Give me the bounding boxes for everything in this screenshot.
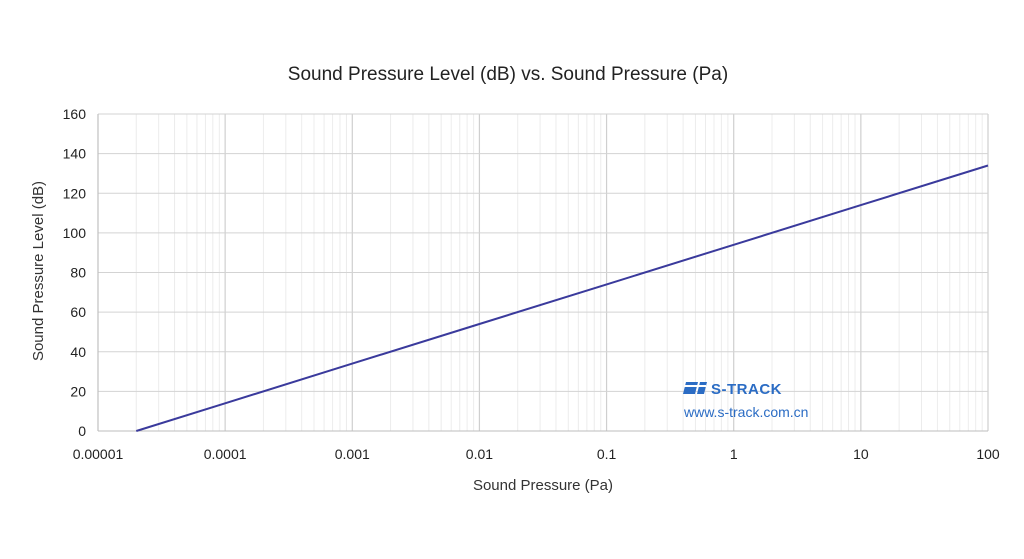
watermark-brand: S-TRACK bbox=[711, 381, 782, 398]
x-tick-label: 0.001 bbox=[335, 446, 370, 462]
x-tick-labels: 0.00001 0.0001 0.001 0.01 0.1 1 10 100 bbox=[73, 446, 1000, 462]
chart-title: Sound Pressure Level (dB) vs. Sound Pres… bbox=[288, 64, 728, 85]
y-tick-label: 120 bbox=[63, 185, 87, 201]
y-tick-label: 140 bbox=[63, 146, 87, 162]
x-tick-label: 0.01 bbox=[466, 446, 493, 462]
y-tick-label: 0 bbox=[78, 423, 86, 439]
x-tick-label: 1 bbox=[730, 446, 738, 462]
y-axis-label: Sound Pressure Level (dB) bbox=[30, 181, 47, 361]
x-tick-label: 0.1 bbox=[597, 446, 617, 462]
plot-border bbox=[97, 114, 988, 432]
series-group bbox=[136, 164, 989, 432]
x-tick-label: 100 bbox=[976, 446, 1000, 462]
x-tick-label: 10 bbox=[853, 446, 869, 462]
x-axis-label: Sound Pressure (Pa) bbox=[473, 477, 613, 494]
series-line bbox=[136, 164, 989, 432]
grid bbox=[97, 113, 989, 432]
y-tick-label: 80 bbox=[70, 265, 86, 281]
y-tick-labels: 0 20 40 60 80 100 120 140 160 bbox=[63, 106, 87, 439]
x-tick-label: 0.0001 bbox=[204, 446, 247, 462]
y-tick-label: 160 bbox=[63, 106, 87, 122]
y-tick-label: 20 bbox=[70, 383, 86, 399]
s-track-logo-icon bbox=[683, 382, 707, 394]
y-tick-label: 40 bbox=[70, 344, 86, 360]
watermark: S-TRACK www.s-track.com.cn bbox=[683, 381, 808, 420]
y-tick-label: 60 bbox=[70, 304, 86, 320]
y-tick-label: 100 bbox=[63, 225, 87, 241]
x-tick-label: 0.00001 bbox=[73, 446, 124, 462]
watermark-url: www.s-track.com.cn bbox=[683, 404, 808, 420]
